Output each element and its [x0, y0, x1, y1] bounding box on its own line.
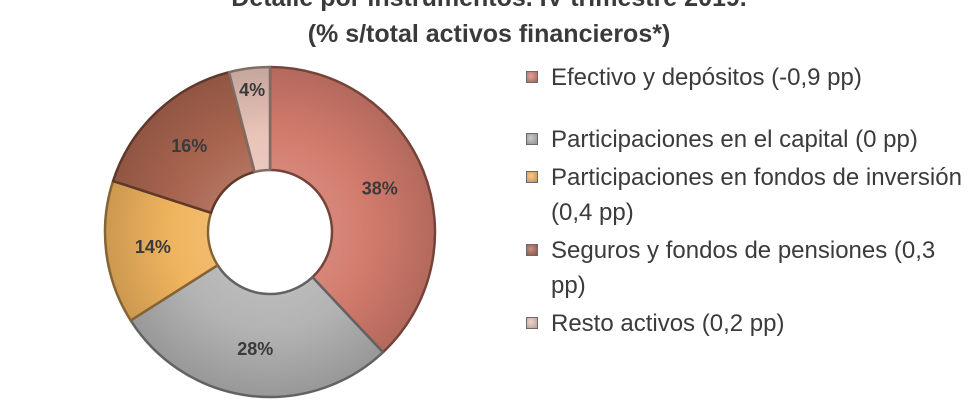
legend-item-seguros-pensiones: Seguros y fondos de pensiones (0,3 pp) — [526, 233, 976, 303]
legend-swatch — [526, 317, 538, 329]
chart-title: Detalle por instrumentos. IV trimestre 2… — [0, 0, 978, 13]
donut-slice — [103, 179, 219, 322]
legend-label: Efectivo y depósitos (-0,9 pp) — [551, 64, 862, 91]
slice-value-label: 14% — [135, 237, 171, 257]
legend-swatch — [526, 244, 538, 256]
legend-label: Participaciones en el capital (0 pp) — [551, 126, 918, 153]
legend-item-fondos-inversion: Participaciones en fondos de inversión (… — [526, 160, 976, 230]
legend-item-participaciones-capital: Participaciones en el capital (0 pp) — [526, 122, 976, 157]
legend-swatch — [526, 71, 538, 83]
chart-subtitle: (% s/total activos financieros*) — [307, 20, 671, 48]
legend-label: Resto activos (0,2 pp) — [551, 310, 785, 337]
legend-label: Seguros y fondos de pensiones (0,3 pp) — [551, 237, 936, 299]
donut-chart: 38% 28% 14% 16% 4% — [103, 65, 437, 399]
donut-slice — [129, 263, 385, 399]
slice-value-label: 16% — [171, 136, 207, 156]
legend-swatch — [526, 133, 538, 145]
legend-label: Participaciones en fondos de inversión (… — [551, 164, 962, 226]
slice-value-label: 28% — [237, 339, 273, 359]
donut-slice — [227, 65, 272, 174]
slice-value-label: 4% — [239, 80, 265, 100]
donut-slice — [111, 70, 256, 215]
slice-value-label: 38% — [362, 179, 398, 199]
legend-item-efectivo: Efectivo y depósitos (-0,9 pp) — [526, 60, 976, 95]
donut-slice — [268, 65, 437, 354]
legend: Efectivo y depósitos (-0,9 pp) Participa… — [526, 60, 976, 344]
legend-swatch — [526, 171, 538, 183]
legend-item-resto-activos: Resto activos (0,2 pp) — [526, 306, 976, 341]
